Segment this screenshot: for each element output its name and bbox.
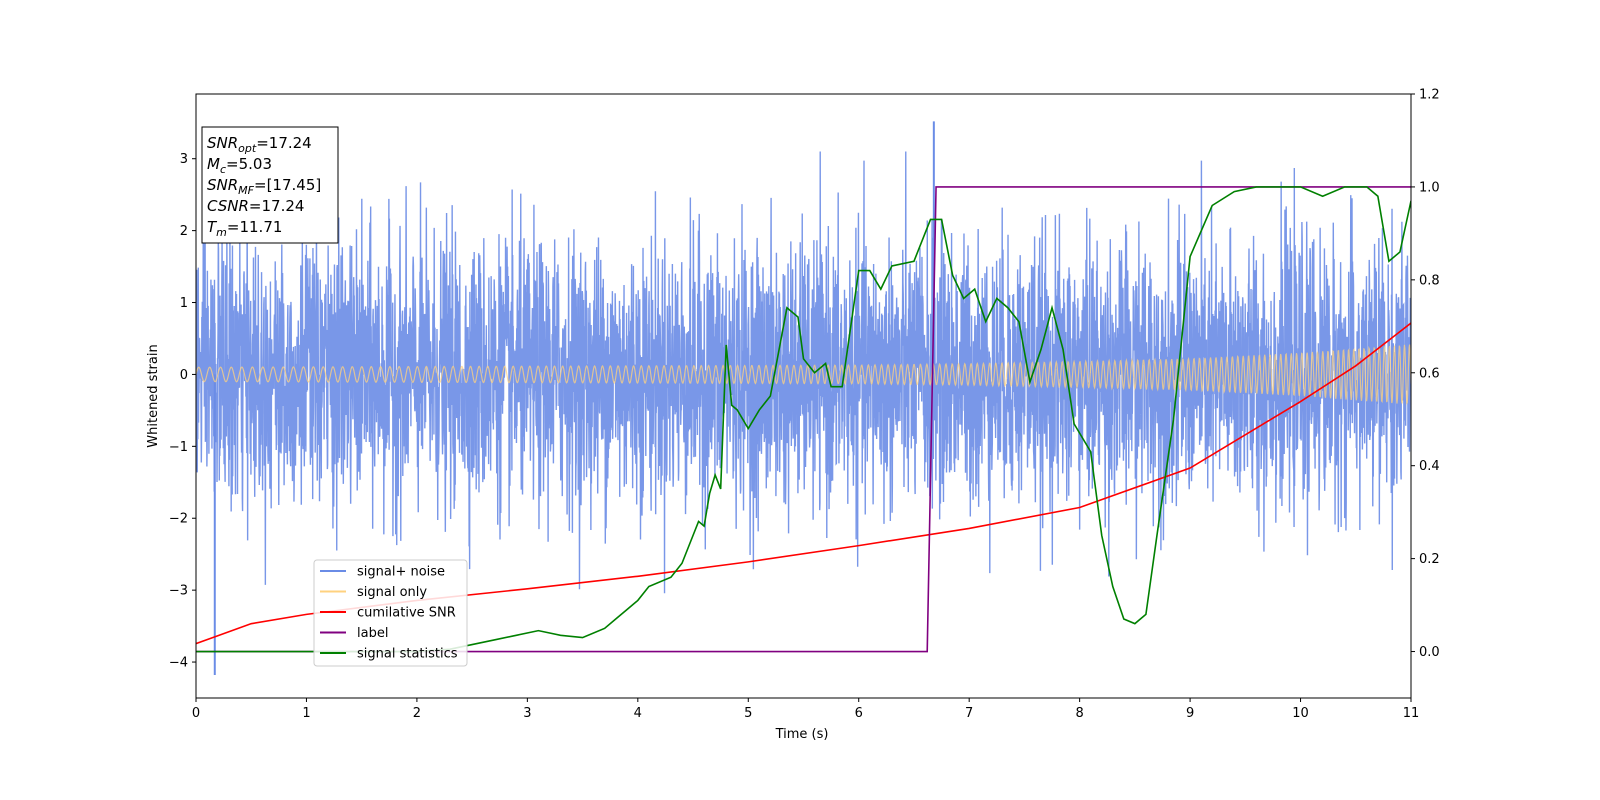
series-signal-only-line [196,344,1411,405]
y-axis-label: Whitened strain [146,344,161,447]
legend-label: signal statistics [357,647,458,662]
info-box-line: SNRopt=17.24 [207,134,312,155]
legend-label: signal+ noise [357,565,445,580]
x-tick-label: 1 [302,706,310,721]
y-left-tick-label: −3 [169,584,188,599]
info-box-line: Tm=11.71 [207,218,282,239]
x-tick-label: 9 [1186,706,1194,721]
x-tick-label: 3 [523,706,531,721]
series-signal-noise-line [196,151,1411,594]
series-signal-statistics-line [196,186,1411,653]
x-axis: 0 1 2 3 4 5 6 7 8 9 10 11 [192,698,1419,721]
legend-label: signal only [357,585,427,600]
x-tick-label: 5 [744,706,752,721]
x-tick-label: 2 [413,706,421,721]
y-left-tick-label: −2 [169,512,188,527]
x-tick-label: 0 [192,706,200,721]
y-right-tick-label: 1.2 [1419,88,1440,103]
legend-label: label [357,626,388,641]
x-tick-label: 8 [1075,706,1083,721]
info-box-frame [201,126,339,244]
y-left-tick-label: −1 [169,440,188,455]
info-box: SNRopt=17.24Mc=5.03SNRMF=[17.45]CSNR=17.… [201,126,339,244]
legend-label: cumilative SNR [357,606,456,621]
info-box-line: SNRMF=[17.45] [207,176,321,197]
x-tick-label: 4 [634,706,642,721]
x-tick-label: 6 [855,706,863,721]
legend-frame [313,559,468,667]
info-box-line: CSNR=17.24 [207,197,304,215]
y-left-tick-label: −4 [169,656,188,671]
y-right-tick-label: 1.0 [1419,180,1440,195]
y-axis-right: 0.0 0.2 0.4 0.6 0.8 1.0 1.2 [1411,88,1440,660]
y-right-tick-label: 0.6 [1419,366,1440,381]
y-left-tick-label: 2 [180,224,188,239]
y-left-tick-label: 0 [180,368,188,383]
x-tick-label: 11 [1403,706,1420,721]
y-right-tick-label: 0.2 [1419,552,1440,567]
info-box-line: Mc=5.03 [207,155,272,176]
y-left-tick-label: 1 [180,296,188,311]
plot-frame [195,93,1412,699]
x-tick-label: 7 [965,706,973,721]
y-right-tick-label: 0.0 [1419,645,1440,660]
x-tick-label: 10 [1292,706,1309,721]
legend: signal+ noise signal only cumilative SNR la… [313,559,468,667]
series-label-line [196,186,1411,653]
y-left-tick-label: 3 [180,152,188,167]
x-axis-label: Time (s) [775,727,829,742]
y-axis-left: −4 −3 −2 −1 0 1 2 3 [169,152,196,671]
y-right-tick-label: 0.8 [1419,273,1440,288]
y-right-tick-label: 0.4 [1419,459,1440,474]
series-layer [196,121,1411,675]
